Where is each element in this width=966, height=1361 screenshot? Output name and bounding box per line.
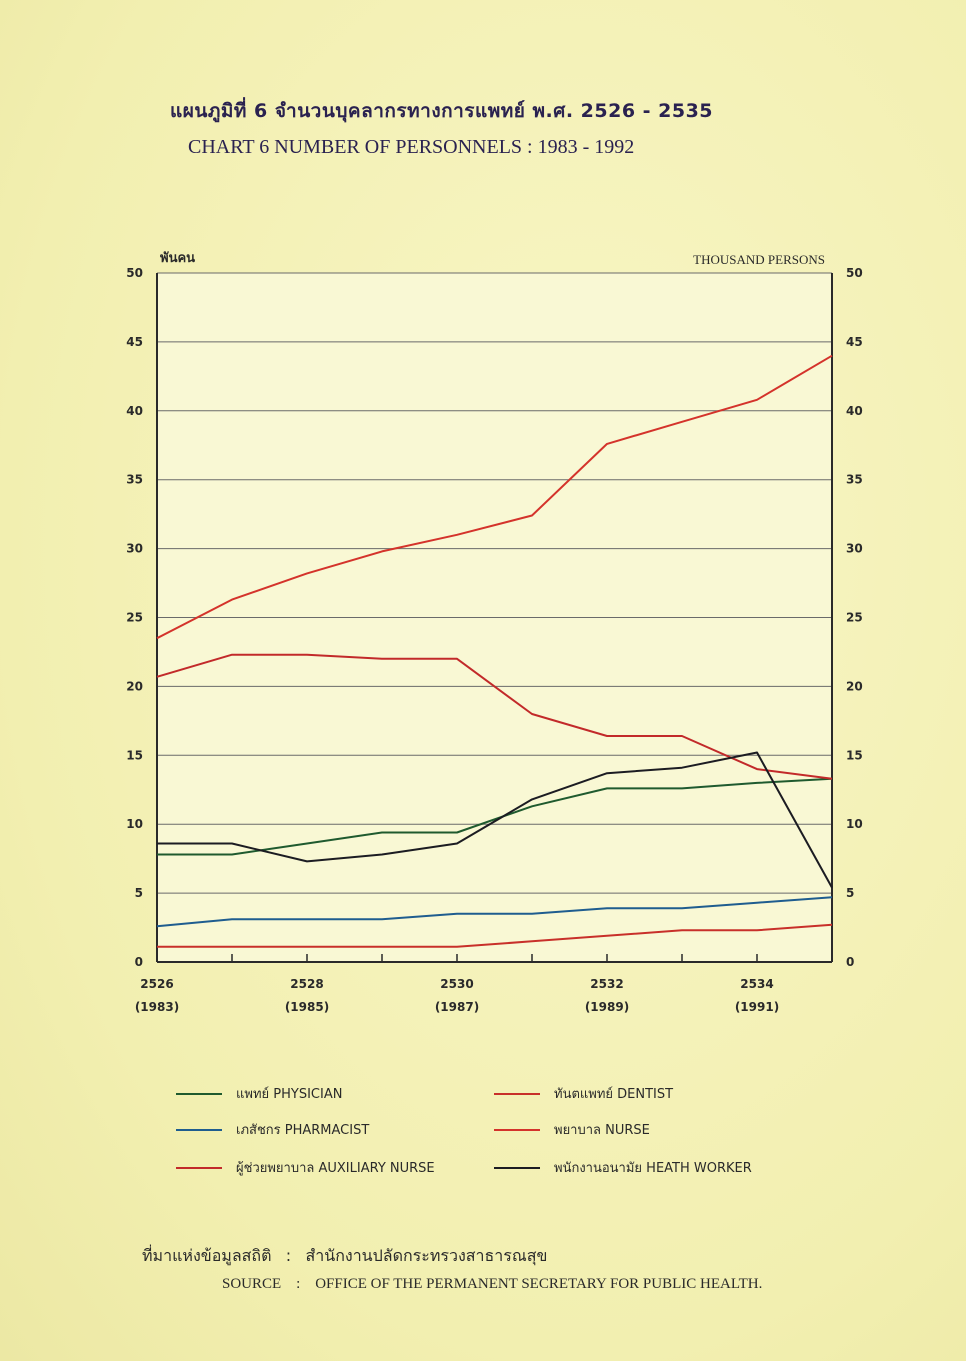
series-line-0 (157, 777, 833, 856)
legend-item: พนักงานอนามัย HEATH WORKER (494, 1157, 752, 1178)
y-tick-label-right-40: 40 (846, 404, 863, 418)
legend-swatch (494, 1128, 540, 1131)
x-tick-label-2530: 2530 (440, 977, 473, 991)
grid-lines (157, 272, 832, 962)
series-line-1 (157, 923, 833, 948)
source-english-label: SOURCE (222, 1276, 282, 1292)
y-tick-label-left-45: 45 (126, 335, 143, 349)
source-thai: ที่มาแห่งข้อมูลสถิติ: สำนักงานปลัดกระทรวง… (142, 1244, 547, 1269)
source-english-separator: : (296, 1276, 301, 1292)
y-tick-label-right-10: 10 (846, 817, 863, 831)
legend-label: เภสัชกร PHARMACIST (236, 1123, 370, 1138)
legend-swatch (176, 1092, 222, 1095)
source-english: SOURCE: OFFICE OF THE PERMANENT SECRETARY… (222, 1276, 762, 1293)
source-thai-label: ที่มาแห่งข้อมูลสถิติ (142, 1246, 272, 1265)
series-lines (156, 354, 833, 948)
legend-label: พยาบาล NURSE (554, 1123, 650, 1138)
legend-label: ทันตแพทย์ DENTIST (554, 1087, 674, 1102)
legend-label: แพทย์ PHYSICIAN (236, 1087, 343, 1102)
series-line-3 (156, 354, 833, 640)
x-tick-label-ce-2526: (1983) (135, 1000, 179, 1014)
legend-item: พยาบาล NURSE (494, 1119, 650, 1140)
x-tick-label-ce-2528: (1985) (285, 1000, 329, 1014)
x-tick-label-2528: 2528 (290, 977, 323, 991)
y-tick-label-left-0: 0 (135, 955, 143, 969)
y-tick-label-left-30: 30 (126, 542, 143, 556)
y-axis-unit-left: พันคน (160, 251, 196, 266)
legend-item: ทันตแพทย์ DENTIST (494, 1083, 673, 1104)
legend-swatch (176, 1128, 222, 1131)
legend-label: ผู้ช่วยพยาบาล AUXILIARY NURSE (236, 1161, 435, 1176)
x-tick-label-2534: 2534 (740, 977, 773, 991)
x-tick-label-ce-2534: (1991) (735, 1000, 779, 1014)
y-tick-label-right-45: 45 (846, 335, 863, 349)
y-tick-label-right-0: 0 (846, 955, 854, 969)
source-thai-separator: : (285, 1246, 292, 1265)
y-tick-label-left-35: 35 (126, 473, 143, 487)
x-tick-label-2532: 2532 (590, 977, 623, 991)
y-tick-label-right-50: 50 (846, 266, 863, 280)
legend-item: เภสัชกร PHARMACIST (176, 1119, 369, 1140)
y-tick-label-left-20: 20 (126, 679, 143, 693)
legend-swatch (494, 1092, 540, 1095)
x-tick-label-ce-2532: (1989) (585, 1000, 629, 1014)
y-tick-label-left-10: 10 (126, 817, 143, 831)
series-line-4 (156, 653, 833, 780)
source-thai-value: สำนักงานปลัดกระทรวงสาธารณสุข (305, 1246, 548, 1265)
series-line-5 (157, 751, 833, 889)
y-tick-label-right-25: 25 (846, 611, 863, 625)
legend-label: พนักงานอนามัย HEATH WORKER (554, 1161, 752, 1176)
x-tick-label-ce-2530: (1987) (435, 1000, 479, 1014)
legend-item: ผู้ช่วยพยาบาล AUXILIARY NURSE (176, 1157, 435, 1178)
legend-swatch (176, 1166, 222, 1169)
axes (156, 273, 833, 963)
chart-title-thai: แผนภูมิที่ 6 จำนวนบุคลากรทางการแพทย์ พ.ศ… (170, 100, 714, 122)
series-line-2 (156, 896, 833, 928)
y-axis-unit-right: THOUSAND PERSONS (693, 252, 825, 267)
y-tick-label-right-5: 5 (846, 886, 854, 900)
y-tick-label-right-15: 15 (846, 748, 863, 762)
y-tick-label-left-50: 50 (126, 266, 143, 280)
y-tick-label-left-5: 5 (135, 886, 143, 900)
source-english-value: OFFICE OF THE PERMANENT SECRETARY FOR PU… (315, 1276, 763, 1292)
chart-title-english: CHART 6 NUMBER OF PERSONNELS : 1983 - 19… (188, 136, 635, 158)
y-tick-label-right-20: 20 (846, 679, 863, 693)
y-tick-label-left-15: 15 (126, 748, 143, 762)
legend-item: แพทย์ PHYSICIAN (176, 1083, 342, 1104)
y-tick-label-right-35: 35 (846, 473, 863, 487)
y-tick-label-left-40: 40 (126, 404, 143, 418)
y-tick-label-left-25: 25 (126, 611, 143, 625)
legend-swatch (494, 1166, 540, 1169)
x-tick-label-2526: 2526 (140, 977, 173, 991)
y-tick-label-right-30: 30 (846, 542, 863, 556)
